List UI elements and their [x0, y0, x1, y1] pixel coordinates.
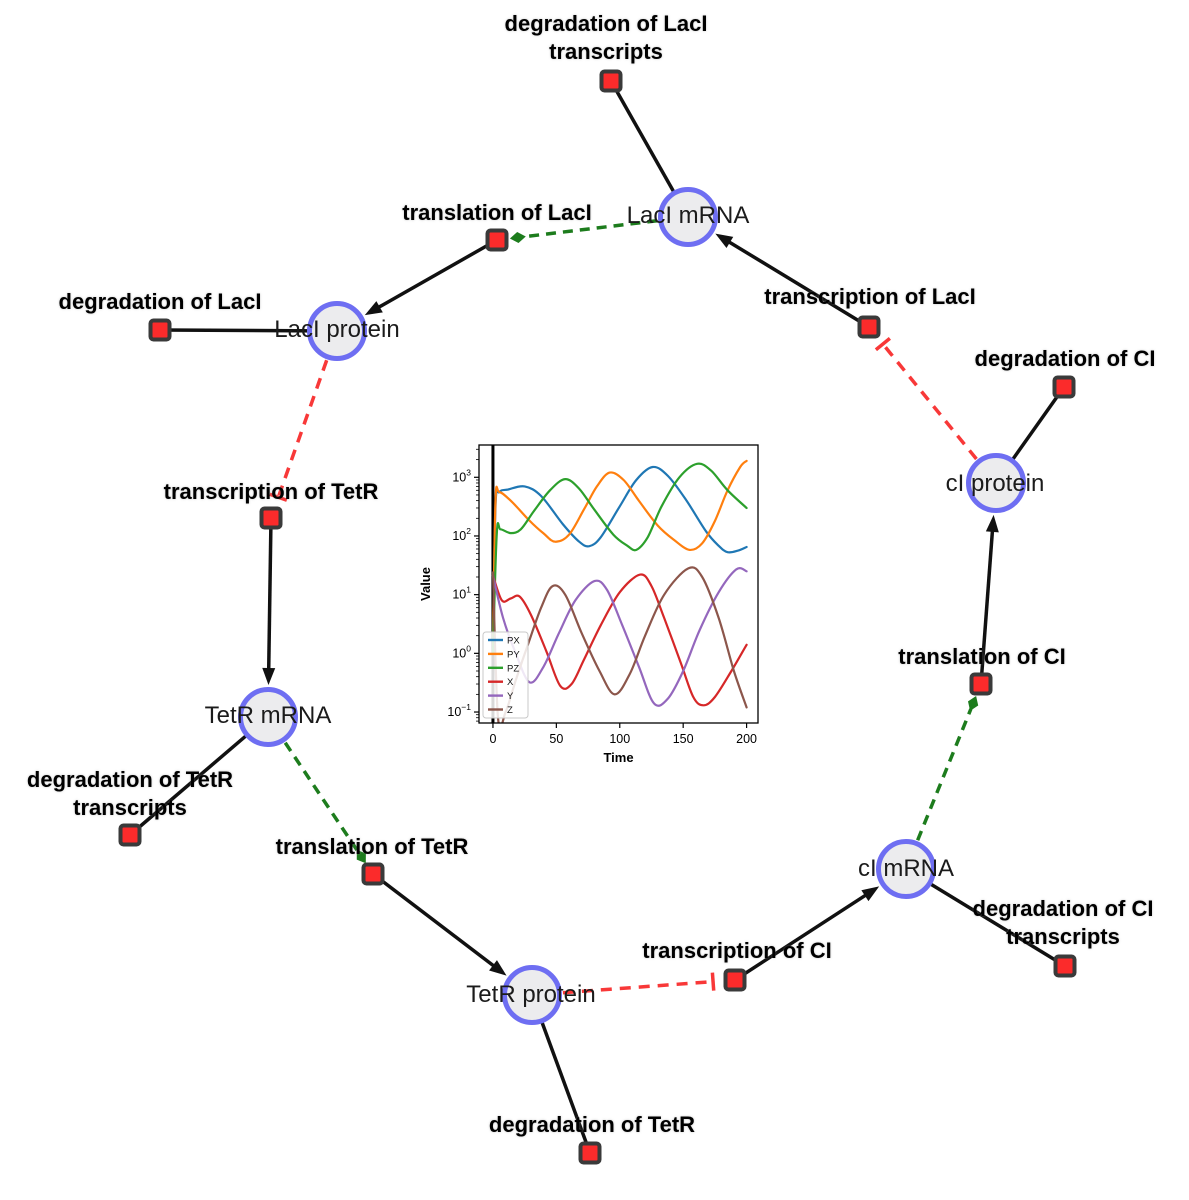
reaction-label-deg-tetr-tx: degradation of TetR transcripts — [27, 766, 233, 822]
edge-arrow-translation-tetr-to-tetr-protein — [371, 872, 507, 976]
reaction-node-deg-laci — [148, 318, 172, 342]
edge-catalysis-laci-mrna-to-translation-laci — [509, 218, 658, 243]
reaction-label-deg-ci-tx: degradation of CI transcripts — [973, 895, 1154, 951]
reaction-node-deg-laci-tx — [599, 69, 623, 93]
legend-entry-label: X — [507, 677, 514, 688]
activation-arrowhead-icon — [509, 232, 526, 243]
edge-arrow-translation-laci-to-laci-protein — [364, 238, 498, 316]
edge-arrow-translation-ci-to-ci-protein — [979, 514, 999, 685]
reaction-label-line: degradation of TetR — [488, 1112, 696, 1137]
activation-arrowhead-icon — [356, 849, 366, 864]
reaction-label-line: transcripts — [549, 39, 663, 64]
reaction-label-line: translation of CI — [898, 644, 1066, 669]
x-tick-label: 100 — [609, 732, 630, 746]
reaction-label-transcription-ci: transcription of CI — [642, 937, 831, 965]
series-line-X — [491, 573, 748, 707]
reaction-node-translation-tetr — [361, 862, 385, 886]
species-node-tetr-protein — [502, 965, 562, 1025]
edge-arrow-transcription-laci-to-laci-mrna — [715, 233, 870, 329]
axes-frame — [478, 444, 759, 724]
species-node-tetr-mrna — [238, 687, 298, 747]
reaction-label-line: degradation of LacI — [504, 11, 708, 36]
reaction-label-transcription-laci: transcription of LacI — [764, 283, 975, 311]
series-line-Y — [491, 567, 748, 707]
inhibition-bar-icon — [269, 492, 288, 502]
species-label-ci-protein: cI protein — [945, 470, 1045, 497]
reaction-label-line: transcripts — [73, 795, 187, 820]
x-tick-label: 150 — [673, 732, 694, 746]
x-axis-label: Time — [603, 750, 633, 765]
reaction-node-deg-ci-tx — [1053, 954, 1077, 978]
reaction-node-translation-ci — [969, 672, 993, 696]
x-tick-label: 0 — [489, 732, 496, 746]
reaction-label-line: translation of TetR — [275, 834, 469, 859]
legend-entry-label: PX — [507, 636, 520, 647]
species-label-tetr-protein: TetR protein — [466, 981, 596, 1008]
reaction-node-deg-ci — [1052, 375, 1076, 399]
reaction-label-line: transcripts — [1006, 924, 1120, 949]
reaction-node-transcription-laci — [857, 315, 881, 339]
species-label-laci-mrna: LacI mRNA — [626, 202, 750, 229]
inhibition-bar-icon — [710, 972, 716, 991]
edge-catalysis-tetr-mrna-to-translation-tetr — [283, 741, 366, 864]
reaction-label-transcription-tetr: transcription of TetR — [164, 478, 379, 506]
series-line-PX — [491, 465, 748, 655]
reaction-label-line: degradation of TetR — [26, 767, 234, 792]
species-node-laci-mrna — [658, 187, 718, 247]
edge-inhibition-tetr-protein-to-transcription-ci — [562, 972, 716, 995]
edge-inhibition-ci-protein-to-transcription-laci — [874, 337, 978, 461]
x-tick-label: 50 — [549, 732, 563, 746]
reaction-label-line: transcription of LacI — [764, 284, 976, 309]
legend-entry-label: Z — [507, 705, 513, 716]
legend-entry-label: Y — [507, 691, 514, 702]
edge-line-ci-mrna-to-deg-ci-tx — [905, 867, 1066, 968]
reaction-label-line: degradation of CI — [974, 346, 1156, 371]
species-node-ci-mrna — [876, 839, 936, 899]
edge-arrow-transcription-tetr-to-tetr-mrna — [262, 517, 276, 686]
species-label-laci-protein: LacI protein — [274, 316, 400, 343]
inhibition-bar-icon — [874, 337, 891, 352]
reaction-label-deg-laci: degradation of LacI — [59, 288, 262, 316]
chart-legend: PX PY PZ XYZ — [482, 631, 529, 719]
edge-catalysis-ci-mrna-to-translation-ci — [916, 696, 979, 841]
species-node-ci-protein — [966, 453, 1026, 513]
reaction-node-deg-tetr — [578, 1141, 602, 1165]
species-label-ci-mrna: cI mRNA — [858, 855, 954, 882]
reaction-node-translation-laci — [485, 228, 509, 252]
x-tick-label: 200 — [736, 732, 757, 746]
series-line-PY — [491, 459, 748, 655]
reaction-node-transcription-ci — [723, 968, 747, 992]
reaction-label-line: translation of LacI — [402, 200, 592, 225]
series-line-PZ — [491, 462, 748, 655]
reaction-label-deg-laci-tx: degradation of LacI transcripts — [505, 10, 708, 66]
reaction-node-deg-tetr-tx — [118, 823, 142, 847]
reaction-label-deg-tetr: degradation of TetR — [489, 1111, 695, 1139]
species-label-tetr-mrna: TetR mRNA — [204, 702, 332, 729]
reaction-label-line: degradation of CI — [972, 896, 1154, 921]
reaction-label-line: transcription of TetR — [163, 479, 379, 504]
legend-entry-label: PZ — [507, 663, 519, 674]
reaction-label-translation-ci: translation of CI — [898, 643, 1065, 671]
y-axis-label: Value — [418, 567, 433, 601]
edge-arrow-transcription-ci-to-ci-mrna — [734, 886, 880, 982]
edge-inhibition-laci-protein-to-transcription-tetr — [269, 359, 329, 502]
reaction-label-line: degradation of LacI — [58, 289, 262, 314]
activation-arrowhead-icon — [968, 696, 979, 711]
reaction-label-translation-laci: translation of LacI — [402, 199, 591, 227]
time-series-chart: 0 50 100 150 20010−1100101102103TimeValuePXP… — [413, 427, 795, 775]
reaction-label-translation-tetr: translation of TetR — [276, 833, 469, 861]
reaction-node-transcription-tetr — [259, 506, 283, 530]
legend-entry-label: PY — [507, 649, 520, 660]
species-node-laci-protein — [307, 301, 367, 361]
reaction-label-line: transcription of CI — [642, 938, 832, 963]
reaction-label-deg-ci: degradation of CI — [975, 345, 1156, 373]
